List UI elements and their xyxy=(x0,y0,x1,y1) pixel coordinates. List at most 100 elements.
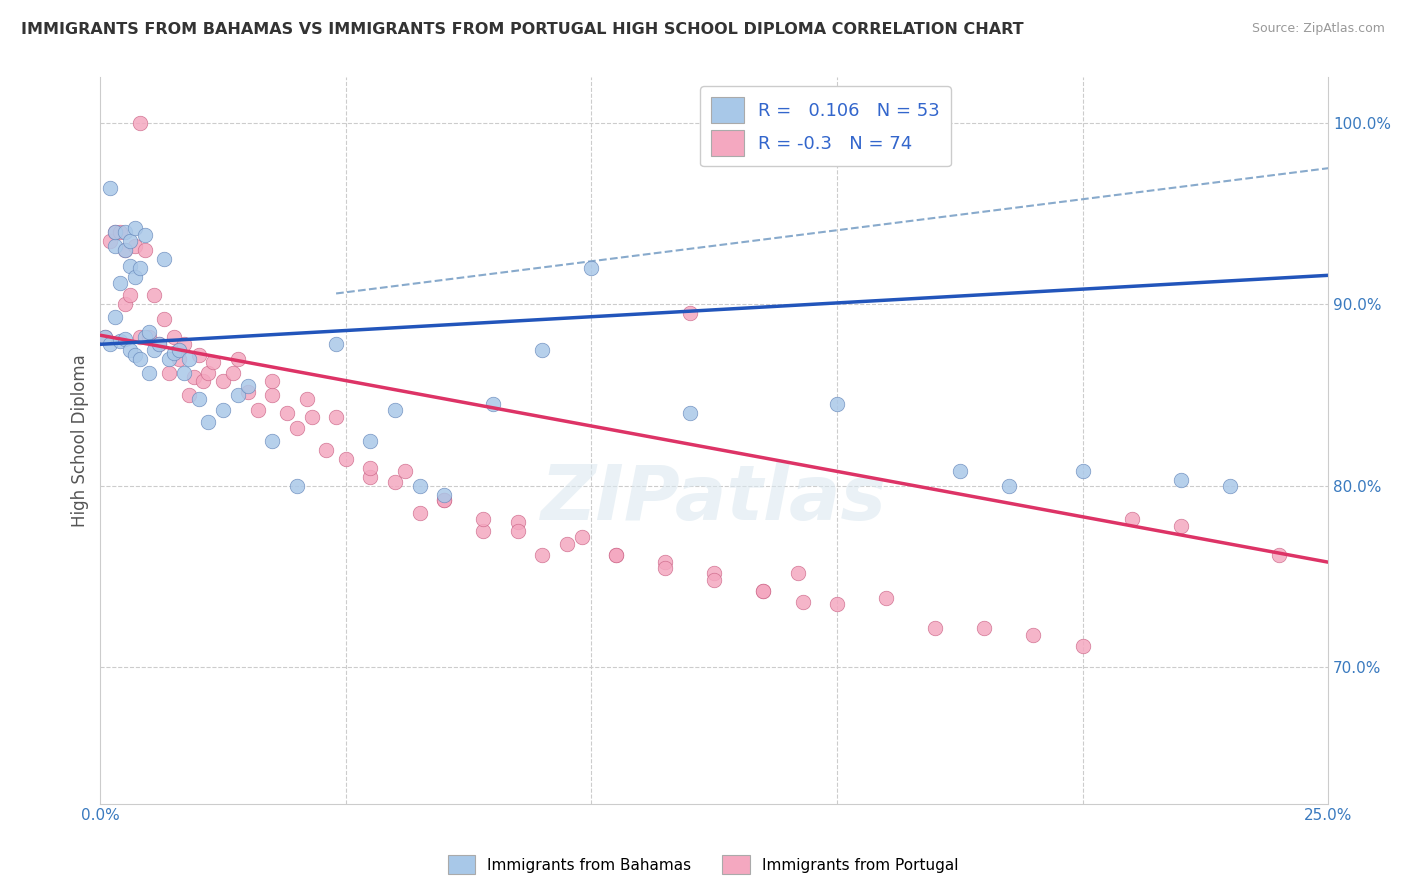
Point xyxy=(482,397,505,411)
Point xyxy=(167,351,190,366)
Point xyxy=(325,337,347,351)
Point xyxy=(134,330,156,344)
Point xyxy=(605,548,627,562)
Point xyxy=(143,343,166,357)
Text: IMMIGRANTS FROM BAHAMAS VS IMMIGRANTS FROM PORTUGAL HIGH SCHOOL DIPLOMA CORRELAT: IMMIGRANTS FROM BAHAMAS VS IMMIGRANTS FR… xyxy=(21,22,1024,37)
Point xyxy=(1170,519,1192,533)
Point xyxy=(472,511,495,525)
Point xyxy=(118,343,141,357)
Point xyxy=(998,479,1021,493)
Point xyxy=(703,574,725,588)
Point xyxy=(104,225,127,239)
Point xyxy=(153,252,176,266)
Point xyxy=(128,330,150,344)
Point xyxy=(138,367,160,381)
Point xyxy=(359,434,381,448)
Point xyxy=(173,367,195,381)
Point xyxy=(104,310,127,324)
Point xyxy=(236,384,259,399)
Point xyxy=(138,325,160,339)
Point xyxy=(187,392,209,406)
Point xyxy=(118,288,141,302)
Point xyxy=(792,595,814,609)
Point xyxy=(285,421,308,435)
Point xyxy=(394,464,416,478)
Point xyxy=(973,620,995,634)
Point xyxy=(148,337,170,351)
Point xyxy=(555,537,578,551)
Point xyxy=(114,243,136,257)
Point xyxy=(703,566,725,580)
Point xyxy=(276,406,298,420)
Point xyxy=(472,524,495,539)
Point xyxy=(157,367,180,381)
Point xyxy=(94,330,117,344)
Text: ZIPatlas: ZIPatlas xyxy=(541,462,887,535)
Point xyxy=(752,584,775,599)
Point xyxy=(325,409,347,424)
Point xyxy=(786,566,808,580)
Point xyxy=(163,346,186,360)
Point xyxy=(183,370,205,384)
Text: Source: ZipAtlas.com: Source: ZipAtlas.com xyxy=(1251,22,1385,36)
Point xyxy=(104,239,127,253)
Point xyxy=(531,548,554,562)
Point xyxy=(262,374,284,388)
Point xyxy=(114,297,136,311)
Point xyxy=(315,442,337,457)
Point xyxy=(433,493,456,508)
Point xyxy=(581,261,603,276)
Point xyxy=(679,406,702,420)
Point xyxy=(118,259,141,273)
Point xyxy=(246,402,269,417)
Point xyxy=(924,620,946,634)
Point xyxy=(654,555,676,569)
Point xyxy=(118,234,141,248)
Point xyxy=(1121,511,1143,525)
Point xyxy=(167,343,190,357)
Point xyxy=(1071,639,1094,653)
Point xyxy=(128,351,150,366)
Point xyxy=(506,515,529,529)
Point xyxy=(108,334,131,348)
Point xyxy=(262,388,284,402)
Point xyxy=(163,330,186,344)
Point xyxy=(128,261,150,276)
Point xyxy=(571,530,593,544)
Point xyxy=(212,374,235,388)
Point xyxy=(679,306,702,320)
Point xyxy=(167,343,190,357)
Point xyxy=(124,270,146,285)
Point xyxy=(506,524,529,539)
Point xyxy=(1071,464,1094,478)
Point xyxy=(157,351,180,366)
Point xyxy=(187,348,209,362)
Point xyxy=(1022,628,1045,642)
Point xyxy=(124,239,146,253)
Point xyxy=(212,402,235,417)
Point xyxy=(654,560,676,574)
Y-axis label: High School Diploma: High School Diploma xyxy=(72,354,89,527)
Point xyxy=(108,225,131,239)
Point xyxy=(124,221,146,235)
Point xyxy=(295,392,318,406)
Point xyxy=(408,479,430,493)
Point xyxy=(124,348,146,362)
Legend: R =   0.106   N = 53, R = -0.3   N = 74: R = 0.106 N = 53, R = -0.3 N = 74 xyxy=(700,87,950,167)
Point xyxy=(148,337,170,351)
Point xyxy=(433,488,456,502)
Point xyxy=(114,225,136,239)
Point xyxy=(98,181,121,195)
Point xyxy=(875,591,897,606)
Point xyxy=(197,367,219,381)
Point xyxy=(531,343,554,357)
Point xyxy=(128,116,150,130)
Point xyxy=(226,351,249,366)
Point xyxy=(825,397,848,411)
Point xyxy=(98,234,121,248)
Point xyxy=(335,451,357,466)
Point xyxy=(433,493,456,508)
Point xyxy=(153,312,176,326)
Point xyxy=(1170,474,1192,488)
Point xyxy=(222,367,245,381)
